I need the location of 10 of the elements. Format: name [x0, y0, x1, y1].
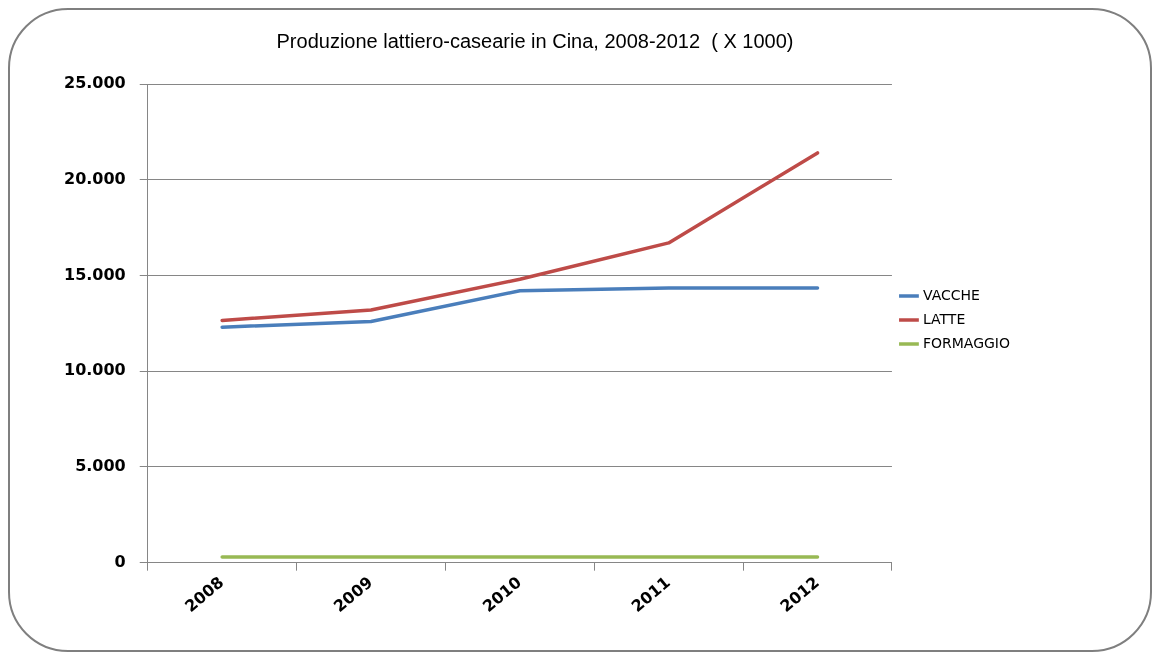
y-tick-label: 0: [114, 551, 126, 571]
legend-label: VACCHE: [922, 286, 980, 303]
chart-title: Produzione lattiero-casearie in Cina, 2008-2012 ( X 1000): [276, 29, 794, 52]
y-tick-label: 5.000: [75, 456, 126, 476]
legend-label: LATTE: [922, 310, 966, 327]
legend-label: FORMAGGIO: [922, 334, 1011, 351]
y-tick-label: 10.000: [63, 360, 126, 380]
y-tick-label: 20.000: [63, 168, 126, 188]
y-tick-label: 15.000: [63, 264, 126, 284]
y-tick-label: 25.000: [63, 73, 126, 93]
